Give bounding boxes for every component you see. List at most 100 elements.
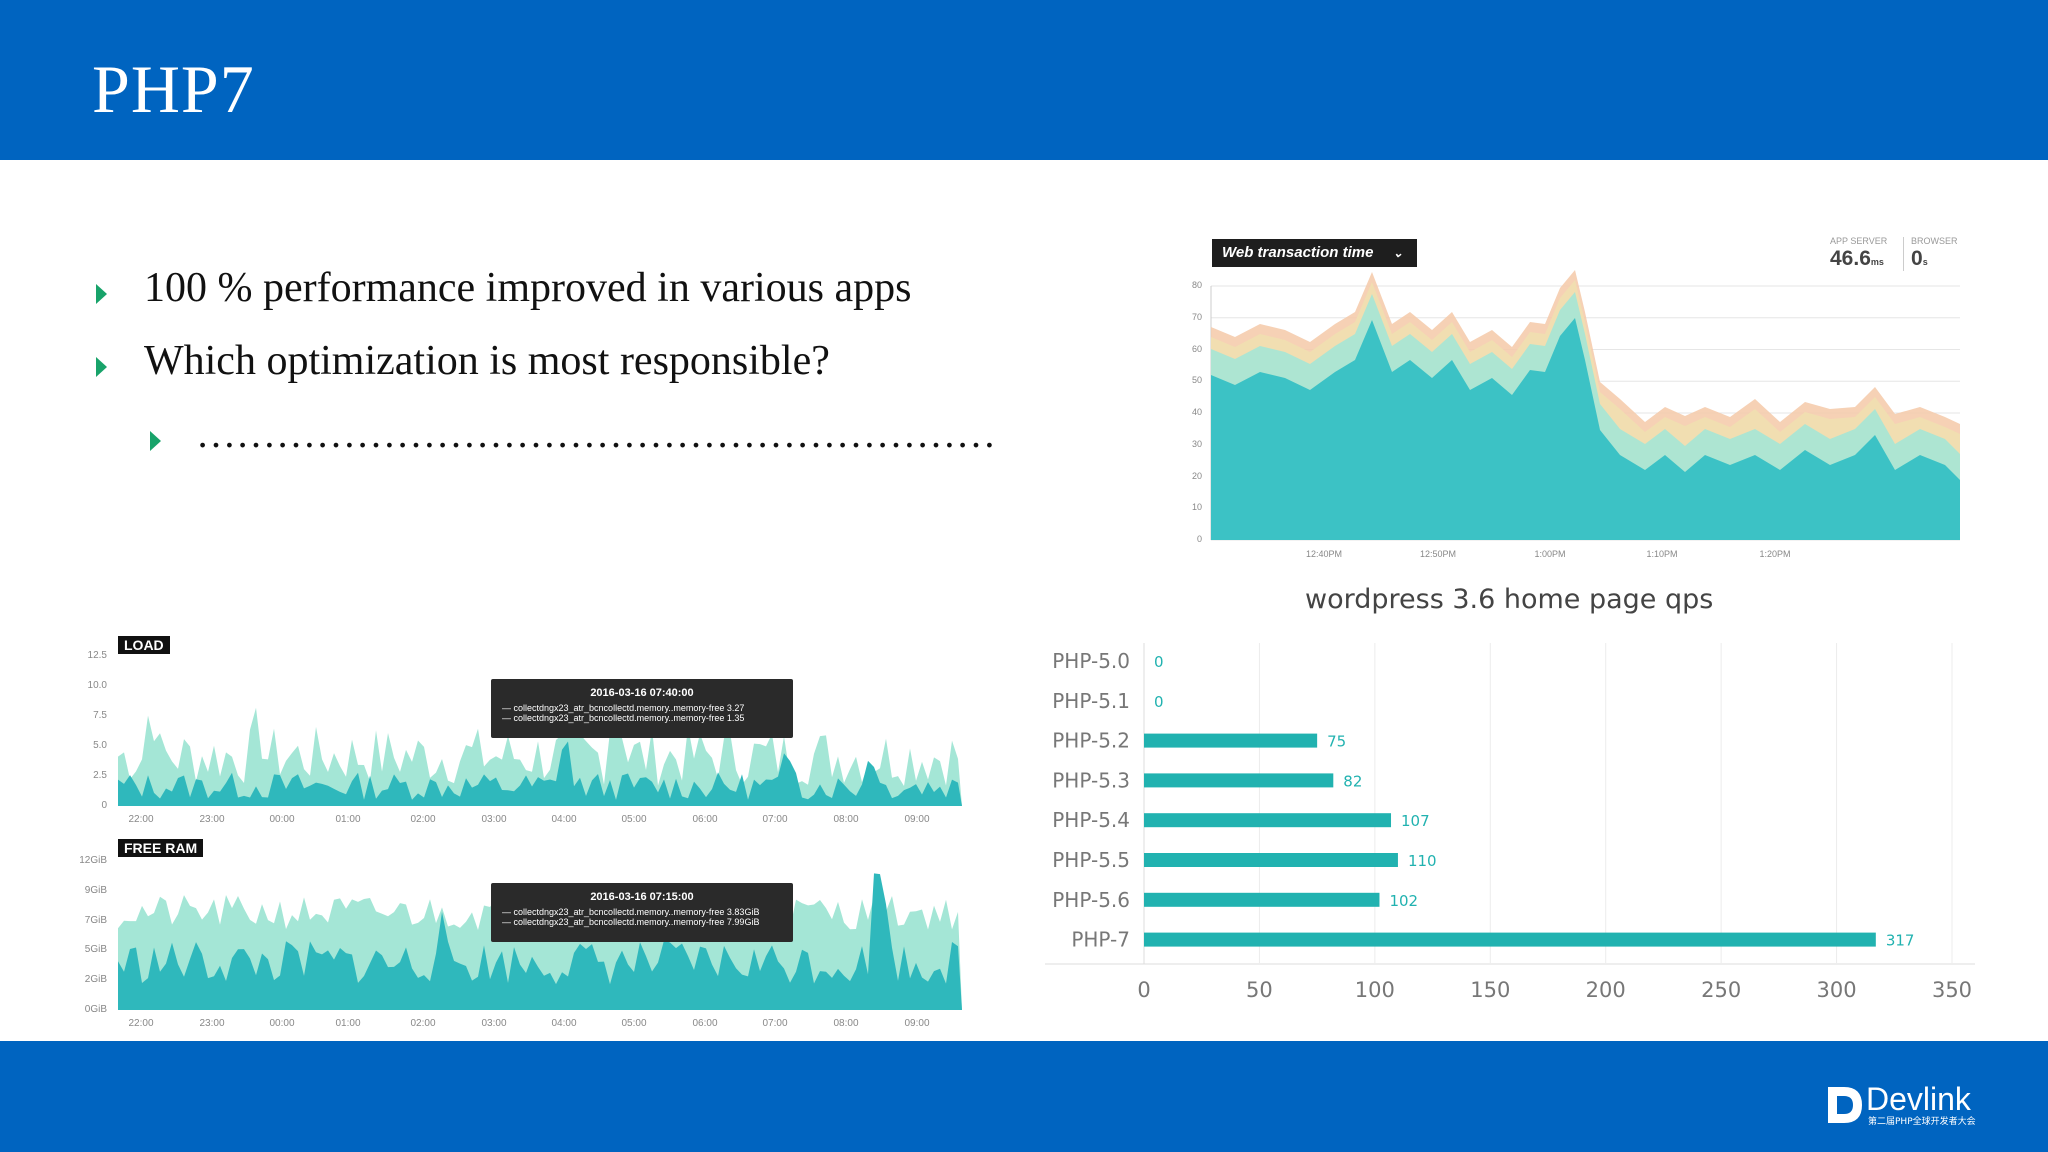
qps-value-label: 0 — [1154, 693, 1164, 711]
ram_panel-x-tick: 02:00 — [410, 1018, 436, 1029]
brand-tagline: 第二届PHP全球开发者大会 — [1868, 1117, 1976, 1127]
ram_panel-y-tick: 0GiB — [84, 1004, 107, 1015]
load-label: LOAD — [118, 636, 170, 654]
ram_panel-y-tick: 2GiB — [84, 974, 107, 986]
wt-y-tick: 30 — [1191, 438, 1202, 449]
ram_panel-y-tick: 12GiB — [79, 855, 107, 866]
wt-y-tick: 20 — [1191, 470, 1202, 481]
ram_panel-y-tick: 5GiB — [84, 944, 107, 956]
ram_panel-x-tick: 08:00 — [833, 1018, 859, 1029]
sub-bullet-arrow-icon — [150, 431, 161, 451]
ram_panel-x-tick: 05:00 — [621, 1018, 647, 1029]
qps-value-label: 0 — [1154, 653, 1164, 671]
slide-footer — [0, 1041, 2048, 1152]
dropdown-label: Web transaction time — [1222, 244, 1374, 261]
ram_panel-x-tick: 01:00 — [335, 1018, 361, 1029]
ram_panel-x-tick: 22:00 — [128, 1018, 154, 1029]
free-ram-label: FREE RAM — [118, 839, 204, 857]
web-transaction-dropdown[interactable]: Web transaction time ⌄ — [1212, 239, 1417, 267]
wt-x-tick: 12:40PM — [1305, 549, 1343, 559]
bullet-arrow-icon — [96, 284, 107, 304]
qps-category-label: PHP-5.3 — [1052, 768, 1130, 792]
bullet-1: 100 % performance improved in various ap… — [144, 265, 912, 311]
sub-bullet: …………………………………………………… — [196, 411, 996, 456]
bullet-2: Which optimization is most responsible? — [144, 338, 830, 384]
load-tooltip: 2016-03-16 07:40:00 — collectdngx23_atr_… — [491, 679, 793, 738]
load-tooltip-time: 2016-03-16 07:40:00 — [590, 687, 694, 699]
qps-category-label: PHP-7 — [1071, 928, 1130, 952]
ram_panel-x-tick: 06:00 — [692, 1018, 718, 1029]
wt-x-tick: 1:10PM — [1646, 549, 1678, 559]
qps-value-label: 110 — [1408, 852, 1437, 870]
qps-bar — [1144, 892, 1380, 907]
load_panel-x-tick: 06:00 — [692, 814, 718, 825]
qps-x-tick: 300 — [1817, 978, 1857, 1002]
load_panel-x-tick: 07:00 — [762, 814, 788, 825]
ram_panel-x-tick: 07:00 — [762, 1018, 788, 1029]
load_panel-y-tick: 12.5 — [87, 650, 107, 661]
qps-x-tick: 250 — [1701, 978, 1741, 1002]
wt-y-tick: 80 — [1191, 280, 1202, 290]
load_panel-x-tick: 04:00 — [551, 814, 577, 825]
wt-y-tick: 70 — [1191, 311, 1202, 322]
qps-value-label: 82 — [1343, 772, 1362, 790]
load_panel-x-tick: 01:00 — [335, 814, 361, 825]
qps-category-label: PHP-5.6 — [1052, 888, 1130, 912]
ram_panel-y-tick: 9GiB — [84, 884, 107, 896]
browser-label: BROWSER — [1911, 236, 1958, 246]
app-server-value: 46.6ms — [1830, 247, 1884, 270]
ram_panel-x-tick: 09:00 — [904, 1018, 930, 1029]
chevron-down-icon: ⌄ — [1392, 246, 1403, 260]
qps-category-label: PHP-5.5 — [1052, 848, 1130, 872]
qps-bar — [1144, 813, 1392, 828]
qps-bar — [1144, 932, 1876, 947]
browser-value: 0s — [1911, 247, 1928, 270]
qps-x-tick: 150 — [1470, 978, 1510, 1002]
devlink-logo-icon — [1828, 1087, 1862, 1123]
wt-y-tick: 40 — [1191, 407, 1202, 417]
load_panel-y-tick: 7.5 — [93, 710, 107, 721]
load-tooltip-line: — collectdngx23_atr_bcncollectd.memory..… — [502, 703, 745, 713]
qps-value-label: 107 — [1401, 812, 1430, 830]
qps-bar — [1144, 733, 1318, 748]
ram-tooltip-time: 2016-03-16 07:15:00 — [590, 891, 694, 903]
qps-value-label: 102 — [1389, 892, 1418, 910]
qps-value-label: 75 — [1327, 733, 1346, 751]
load-tooltip-line: — collectdngx23_atr_bcncollectd.memory..… — [502, 713, 745, 723]
ram-tooltip-line: — collectdngx23_atr_bcncollectd.memory..… — [502, 917, 760, 927]
wt-y-tick: 60 — [1191, 343, 1202, 354]
wt-y-tick: 0 — [1196, 534, 1202, 544]
qps-value-label: 317 — [1886, 932, 1915, 950]
load_panel-y-tick: 5.0 — [93, 740, 107, 751]
load_panel-x-tick: 05:00 — [621, 814, 647, 825]
qps-bar — [1144, 773, 1334, 788]
load_panel-x-tick: 22:00 — [128, 814, 154, 825]
qps-x-tick: 50 — [1246, 978, 1273, 1002]
wt-x-tick: 12:50PM — [1419, 549, 1457, 559]
bullet-arrow-icon — [96, 357, 107, 377]
ram_panel-y-tick: 7GiB — [84, 914, 107, 926]
ram-tooltip: 2016-03-16 07:15:00 — collectdngx23_atr_… — [491, 883, 793, 942]
wt-x-tick: 1:00PM — [1534, 549, 1566, 559]
brand-name: Devlink — [1866, 1081, 1971, 1117]
qps-category-label: PHP-5.4 — [1052, 808, 1130, 832]
load_panel-x-tick: 03:00 — [481, 814, 507, 825]
ram_panel-x-tick: 03:00 — [481, 1018, 507, 1029]
stat-divider — [1903, 237, 1904, 271]
qps-category-label: PHP-5.0 — [1052, 649, 1130, 673]
qps-category-label: PHP-5.1 — [1052, 689, 1130, 713]
qps-category-label: PHP-5.2 — [1052, 729, 1130, 753]
wt-x-tick: 1:20PM — [1759, 549, 1791, 559]
load_panel-y-tick: 2.5 — [93, 770, 107, 781]
load_panel-y-tick: 0 — [101, 800, 107, 811]
ram_panel-x-tick: 23:00 — [199, 1018, 225, 1029]
load_panel-y-tick: 10.0 — [87, 680, 107, 691]
app-server-label: APP SERVER — [1830, 236, 1888, 246]
slide-title: PHP7 — [92, 51, 255, 127]
qps-x-tick: 200 — [1586, 978, 1626, 1002]
wt-y-tick: 10 — [1191, 502, 1202, 513]
load_panel-x-tick: 09:00 — [904, 814, 930, 825]
ram_panel-x-tick: 00:00 — [269, 1018, 295, 1029]
ram_panel-x-tick: 04:00 — [551, 1018, 577, 1029]
load_panel-x-tick: 23:00 — [199, 814, 225, 825]
